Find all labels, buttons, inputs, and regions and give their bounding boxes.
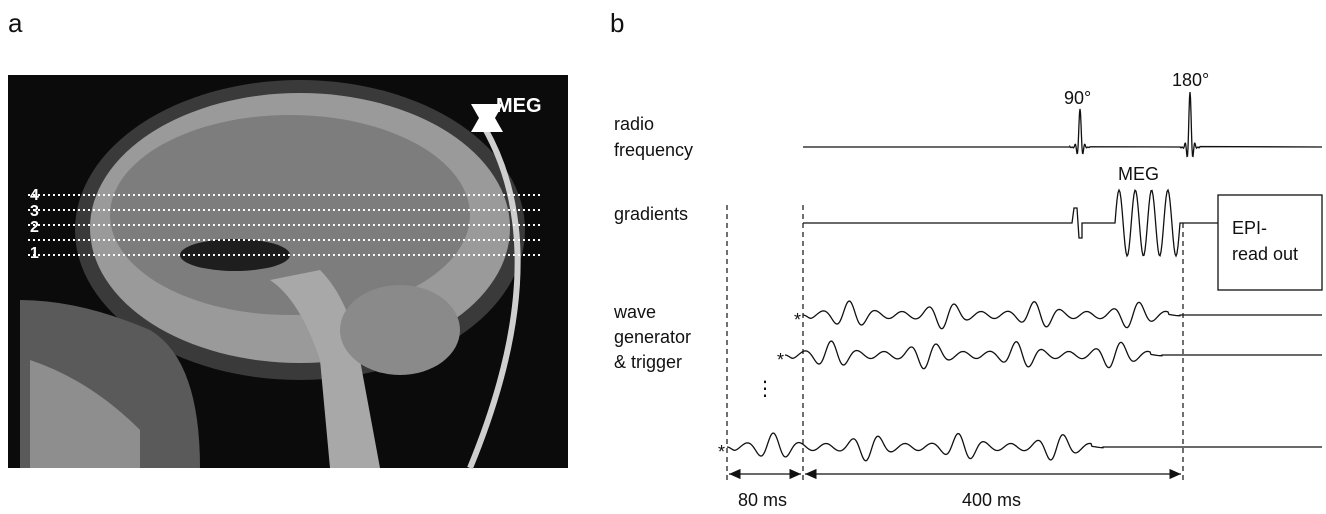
readout-box [1218, 195, 1322, 290]
panel-label: b [610, 8, 624, 38]
row-label: wave [613, 302, 656, 322]
row-label: & trigger [614, 352, 682, 372]
row-label: radio [614, 114, 654, 134]
mri-image: 4 3 2 1 MEG [8, 75, 568, 468]
gradient-line [803, 190, 1218, 256]
figure: a 4 3 2 1 MEG b radio frequency gradient… [0, 0, 1326, 514]
slice-label: 1 [30, 245, 39, 262]
axis-label: MEG [496, 95, 542, 117]
row-label: frequency [614, 140, 693, 160]
trigger-wave [727, 433, 1322, 461]
readout-label: read out [1232, 244, 1298, 264]
trigger-wave [803, 301, 1322, 329]
rf-line [803, 92, 1322, 156]
panel-label: a [8, 8, 23, 38]
row-label: gradients [614, 204, 688, 224]
pulse-label: 180° [1172, 70, 1209, 90]
trigger-marker: * [718, 442, 725, 462]
gradient-label: MEG [1118, 164, 1159, 184]
waveforms [727, 92, 1322, 461]
pulse-label: 90° [1064, 88, 1091, 108]
trigger-wave [785, 341, 1322, 369]
trigger-marker: * [794, 310, 801, 330]
ellipsis: ⋮ [755, 378, 775, 400]
row-label: generator [614, 327, 691, 347]
slice-label: 3 [30, 203, 39, 220]
duration-label: 80 ms [738, 490, 787, 510]
duration-label: 400 ms [962, 490, 1021, 510]
slice-label: 2 [30, 219, 39, 236]
readout-label: EPI- [1232, 218, 1267, 238]
trigger-marker: * [777, 350, 784, 370]
slice-label: 4 [30, 187, 39, 204]
